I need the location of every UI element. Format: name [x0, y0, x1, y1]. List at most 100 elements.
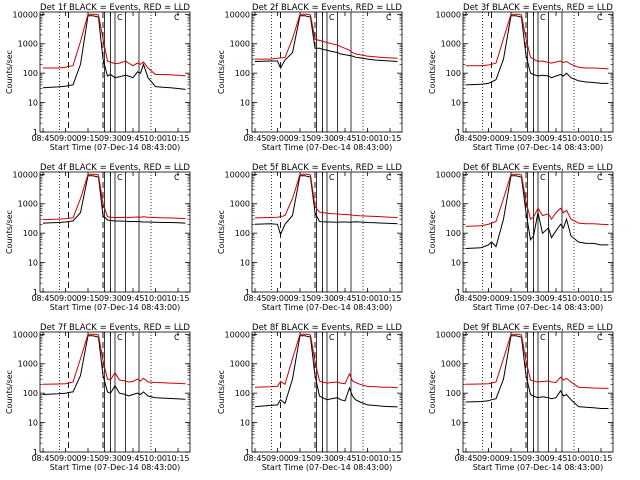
x-tick-label: 08:45: [454, 454, 477, 463]
x-axis-label: Start Time (07-Dec-14 08:43:00): [262, 463, 393, 472]
panel-title: Det 3f BLACK = Events, RED = LLD: [463, 3, 613, 13]
series-lld-line: [255, 13, 398, 60]
x-tick-label: 09:15: [499, 134, 522, 143]
y-axis-label: Counts/sec: [217, 50, 226, 94]
series-events-line: [42, 335, 186, 400]
x-tick-label: 09:30: [522, 294, 545, 303]
y-tick-label: 10: [451, 99, 461, 108]
x-tick-label: 08:45: [454, 134, 477, 143]
x-tick-label: 10:00: [144, 454, 167, 463]
panel-2: Det 2f BLACK = Events, RED = LLD 08:45 09:…: [217, 3, 402, 152]
marker-c-label: C: [174, 333, 180, 342]
series-lld-line: [42, 173, 186, 221]
series-lld-line: [254, 333, 398, 389]
y-tick-label: 100: [235, 69, 250, 78]
marker-c-label: C: [386, 173, 392, 182]
x-tick-label: 10:15: [589, 294, 612, 303]
marker-c-label: C: [117, 333, 123, 342]
x-tick-label: 09:30: [99, 134, 122, 143]
y-tick-label: 10000: [13, 10, 38, 19]
y-tick-label: 1000: [441, 40, 461, 49]
x-tick-label: 09:15: [499, 454, 522, 463]
marker-c-label: C: [540, 13, 546, 22]
x-tick-label: 08:45: [243, 454, 266, 463]
y-tick-label: 10: [451, 259, 461, 268]
y-tick-label: 1000: [18, 40, 38, 49]
x-tick-label: 09:00: [266, 294, 289, 303]
y-tick-label: 10: [240, 99, 250, 108]
panel-3: Det 3f BLACK = Events, RED = LLD 08:45 09:…: [428, 3, 613, 152]
x-tick-label: 09:15: [76, 454, 99, 463]
y-tick-label: 10000: [436, 10, 461, 19]
y-axis-label: Counts/sec: [5, 370, 14, 414]
x-tick-label: 08:45: [243, 294, 266, 303]
x-tick-label: 09:15: [288, 454, 311, 463]
x-tick-label: 09:30: [311, 294, 334, 303]
x-tick-label: 10:15: [378, 294, 401, 303]
series-events-line: [465, 15, 609, 86]
y-axis-label: Counts/sec: [217, 210, 226, 254]
series-events-line: [254, 335, 398, 408]
x-tick-label: 10:15: [166, 134, 189, 143]
series-events-line: [254, 175, 398, 236]
y-tick-label: 100: [23, 229, 38, 238]
x-tick-label: 09:00: [266, 454, 289, 463]
marker-c-label: C: [174, 173, 180, 182]
y-tick-label: 1: [245, 288, 250, 297]
x-tick-label: 09:45: [333, 134, 356, 143]
panel-title: Det 2f BLACK = Events, RED = LLD: [252, 3, 402, 13]
x-tick-label: 09:45: [544, 454, 567, 463]
x-tick-label: 08:45: [243, 134, 266, 143]
x-tick-label: 10:00: [567, 134, 590, 143]
x-tick-label: 09:45: [333, 454, 356, 463]
y-axis-label: Counts/sec: [5, 210, 14, 254]
y-tick-label: 10: [451, 419, 461, 428]
marker-c-label: C: [329, 333, 335, 342]
y-tick-label: 1000: [18, 360, 38, 369]
x-tick-label: 09:30: [522, 454, 545, 463]
y-tick-label: 100: [446, 389, 461, 398]
series-events-line: [42, 15, 186, 90]
y-tick-label: 1000: [441, 200, 461, 209]
marker-c-label: C: [329, 13, 335, 22]
marker-c-label: C: [597, 173, 603, 182]
marker-c-label: C: [597, 333, 603, 342]
marker-c-label: C: [540, 333, 546, 342]
y-tick-label: 100: [23, 69, 38, 78]
series-events-line: [465, 175, 609, 249]
x-axis-label: Start Time (07-Dec-14 08:43:00): [50, 463, 181, 472]
x-axis-label: Start Time (07-Dec-14 08:43:00): [473, 463, 604, 472]
y-tick-label: 1000: [230, 200, 250, 209]
y-axis-label: Counts/sec: [428, 50, 437, 94]
x-tick-label: 09:00: [54, 454, 77, 463]
x-tick-label: 09:30: [99, 454, 122, 463]
y-tick-label: 10000: [225, 330, 250, 339]
series-events-line: [42, 175, 186, 224]
x-tick-label: 09:45: [333, 294, 356, 303]
x-tick-label: 09:15: [288, 134, 311, 143]
y-tick-label: 10: [28, 419, 38, 428]
x-tick-label: 09:00: [54, 294, 77, 303]
marker-c-label: C: [597, 13, 603, 22]
series-lld-line: [466, 13, 609, 70]
y-tick-label: 1: [33, 288, 38, 297]
marker-c-label: C: [540, 173, 546, 182]
y-axis-label: Counts/sec: [428, 210, 437, 254]
x-tick-label: 09:00: [477, 294, 500, 303]
y-tick-label: 100: [446, 69, 461, 78]
marker-c-label: C: [329, 173, 335, 182]
marker-c-label: C: [117, 13, 123, 22]
y-tick-label: 10: [240, 419, 250, 428]
x-tick-label: 09:15: [76, 134, 99, 143]
marker-c-label: C: [386, 333, 392, 342]
x-tick-label: 08:45: [31, 294, 54, 303]
marker-c-label: C: [174, 13, 180, 22]
y-tick-label: 1: [456, 448, 461, 457]
x-tick-label: 09:30: [311, 454, 334, 463]
series-lld-line: [465, 333, 609, 389]
